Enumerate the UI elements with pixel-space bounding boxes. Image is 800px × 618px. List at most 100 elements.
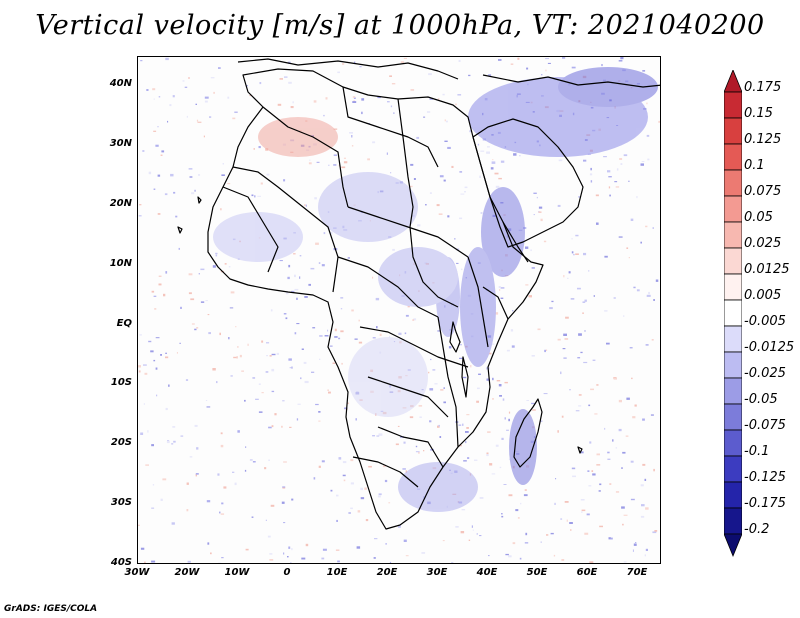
speckle-dot: [630, 218, 634, 221]
speckle-dot: [311, 371, 315, 373]
speckle-dot: [140, 432, 144, 435]
speckle-dot: [601, 64, 603, 67]
speckle-dot: [195, 473, 199, 475]
africa-map: [138, 57, 660, 563]
speckle-dot: [139, 334, 142, 336]
speckle-dot: [158, 96, 161, 98]
speckle-dot: [315, 403, 319, 406]
speckle-dot: [144, 561, 146, 563]
speckle-dot: [350, 459, 354, 462]
speckle-dot: [329, 345, 333, 347]
speckle-dot: [393, 112, 395, 114]
speckle-dot: [234, 482, 237, 486]
speckle-dot: [495, 444, 499, 447]
speckle-dot: [615, 447, 618, 449]
speckle-dot: [196, 119, 199, 122]
speckle-dot: [609, 194, 611, 197]
speckle-dot: [584, 299, 587, 302]
speckle-dot: [140, 60, 143, 62]
speckle-dot: [172, 426, 176, 428]
speckle-dot: [591, 470, 594, 472]
speckle-dot: [598, 490, 601, 492]
speckle-dot: [258, 411, 263, 413]
speckle-dot: [561, 559, 565, 561]
speckle-dot: [653, 468, 655, 472]
speckle-dot: [161, 150, 165, 153]
speckle-dot: [145, 464, 149, 466]
colorbar-label: -0.025: [744, 366, 786, 381]
speckle-dot: [252, 461, 256, 463]
speckle-dot: [221, 557, 224, 559]
speckle-dot: [459, 357, 463, 359]
speckle-dot: [277, 103, 282, 106]
speckle-dot: [533, 214, 535, 216]
speckle-dot: [530, 249, 532, 252]
speckle-dot: [640, 241, 642, 244]
speckle-dot: [312, 327, 316, 329]
speckle-dot: [486, 454, 489, 457]
speckle-dot: [337, 560, 340, 563]
speckle-dot: [360, 487, 363, 491]
speckle-dot: [271, 353, 276, 356]
lon-label: 0: [283, 567, 291, 578]
speckle-dot: [342, 474, 346, 477]
speckle-dot: [283, 179, 286, 182]
colorbar-label: -0.075: [744, 418, 786, 433]
speckle-dot: [198, 174, 201, 176]
speckle-dot: [508, 411, 511, 414]
speckle-dot: [468, 74, 471, 77]
speckle-dot: [532, 409, 536, 411]
colorbar-box: [724, 455, 742, 483]
speckle-dot: [288, 358, 292, 361]
speckle-dot: [266, 342, 270, 344]
speckle-dot: [376, 326, 378, 329]
speckle-dot: [179, 342, 181, 344]
speckle-dot: [499, 289, 501, 291]
speckle-dot: [519, 557, 522, 560]
speckle-dot: [291, 290, 295, 293]
speckle-dot: [428, 371, 430, 374]
speckle-dot: [456, 262, 459, 264]
speckle-dot: [360, 497, 365, 500]
speckle-dot: [372, 337, 376, 339]
speckle-dot: [523, 494, 528, 497]
speckle-dot: [462, 423, 464, 426]
speckle-dot: [348, 512, 351, 514]
speckle-dot: [438, 213, 443, 215]
speckle-dot: [458, 424, 462, 426]
speckle-dot: [216, 381, 218, 384]
speckle-dot: [151, 560, 156, 563]
colorbar-label: 0.175: [744, 80, 782, 95]
speckle-dot: [566, 519, 568, 522]
speckle-dot: [583, 361, 588, 364]
speckle-dot: [465, 431, 469, 433]
speckle-dot: [409, 416, 414, 419]
speckle-dot: [292, 101, 294, 104]
speckle-dot: [486, 378, 490, 381]
speckle-dot: [490, 167, 494, 170]
speckle-dot: [374, 538, 378, 540]
speckle-dot: [255, 398, 259, 400]
speckle-dot: [206, 500, 211, 503]
speckle-dot: [283, 522, 286, 524]
speckle-dot: [492, 398, 494, 400]
lat-label: 20S: [110, 437, 132, 448]
speckle-dot: [388, 502, 391, 504]
speckle-dot: [352, 96, 356, 98]
speckle-dot: [630, 498, 635, 501]
speckle-dot: [336, 519, 338, 522]
speckle-dot: [459, 171, 463, 173]
speckle-dot: [230, 291, 235, 294]
speckle-dot: [658, 120, 660, 123]
speckle-dot: [495, 185, 500, 188]
speckle-dot: [426, 111, 431, 113]
speckle-dot: [525, 532, 528, 536]
speckle-dot: [210, 552, 212, 555]
speckle-dot: [645, 225, 648, 228]
colorbar-label: -0.005: [744, 314, 786, 329]
speckle-dot: [351, 135, 353, 138]
speckle-dot: [434, 383, 438, 385]
speckle-dot: [403, 441, 406, 444]
colorbar-label: 0.125: [744, 132, 782, 147]
speckle-dot: [471, 525, 473, 528]
